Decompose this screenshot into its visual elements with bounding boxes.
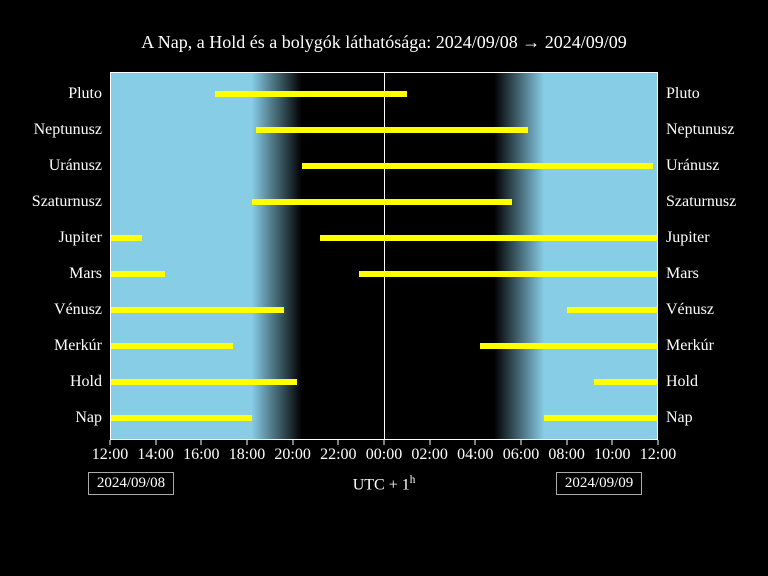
visibility-bar bbox=[110, 379, 297, 385]
body-label: Uránusz bbox=[49, 157, 102, 175]
x-tick-label: 18:00 bbox=[229, 446, 265, 464]
x-tick-label: 10:00 bbox=[594, 446, 630, 464]
x-tick-mark bbox=[475, 440, 476, 445]
x-tick-label: 12:00 bbox=[92, 446, 128, 464]
body-label: Vénusz bbox=[666, 301, 714, 319]
x-tick-label: 00:00 bbox=[366, 446, 402, 464]
plot-area: PlutoPlutoNeptunuszNeptunuszUránuszUránu… bbox=[110, 72, 658, 440]
visibility-bar bbox=[110, 235, 142, 241]
visibility-bar bbox=[302, 163, 654, 169]
body-label: Pluto bbox=[666, 85, 700, 103]
x-tick-label: 04:00 bbox=[457, 446, 493, 464]
visibility-bar bbox=[110, 415, 252, 421]
tz-sup: h bbox=[410, 474, 416, 486]
body-label: Hold bbox=[666, 373, 698, 391]
visibility-bar bbox=[594, 379, 658, 385]
body-label: Szaturnusz bbox=[666, 193, 736, 211]
x-tick-mark bbox=[566, 440, 567, 445]
x-tick-mark bbox=[429, 440, 430, 445]
body-label: Jupiter bbox=[666, 229, 710, 247]
visibility-bar bbox=[256, 127, 528, 133]
body-label: Mars bbox=[666, 265, 699, 283]
x-tick-mark bbox=[201, 440, 202, 445]
visibility-bar bbox=[110, 343, 233, 349]
timezone-label: UTC + 1h bbox=[0, 474, 768, 494]
x-tick-mark bbox=[521, 440, 522, 445]
x-tick-label: 08:00 bbox=[548, 446, 584, 464]
visibility-bar bbox=[110, 307, 284, 313]
visibility-bar bbox=[567, 307, 658, 313]
body-label: Uránusz bbox=[666, 157, 719, 175]
tz-text: UTC + 1 bbox=[353, 476, 410, 493]
visibility-bar bbox=[320, 235, 658, 241]
x-tick-mark bbox=[110, 440, 111, 445]
body-label: Mars bbox=[69, 265, 102, 283]
x-tick-mark bbox=[155, 440, 156, 445]
body-label: Nap bbox=[75, 409, 102, 427]
body-label: Pluto bbox=[68, 85, 102, 103]
body-label: Merkúr bbox=[54, 337, 102, 355]
visibility-bar bbox=[215, 91, 407, 97]
x-tick-mark bbox=[384, 440, 385, 445]
x-tick-label: 14:00 bbox=[137, 446, 173, 464]
x-tick-label: 22:00 bbox=[320, 446, 356, 464]
x-tick-mark bbox=[338, 440, 339, 445]
visibility-bar bbox=[480, 343, 658, 349]
body-label: Nap bbox=[666, 409, 693, 427]
x-tick-label: 12:00 bbox=[640, 446, 676, 464]
body-label: Neptunusz bbox=[34, 121, 102, 139]
x-tick-mark bbox=[658, 440, 659, 445]
x-tick-mark bbox=[292, 440, 293, 445]
body-label: Jupiter bbox=[58, 229, 102, 247]
chart-title: A Nap, a Hold és a bolygók láthatósága: … bbox=[0, 0, 768, 65]
x-tick-label: 02:00 bbox=[411, 446, 447, 464]
x-tick-label: 20:00 bbox=[274, 446, 310, 464]
visibility-bar bbox=[110, 271, 165, 277]
body-label: Hold bbox=[70, 373, 102, 391]
visibility-bar bbox=[252, 199, 512, 205]
visibility-bar bbox=[544, 415, 658, 421]
x-tick-mark bbox=[612, 440, 613, 445]
visibility-bar bbox=[359, 271, 658, 277]
body-label: Merkúr bbox=[666, 337, 714, 355]
body-label: Vénusz bbox=[54, 301, 102, 319]
x-tick-label: 06:00 bbox=[503, 446, 539, 464]
body-label: Szaturnusz bbox=[32, 193, 102, 211]
x-tick-label: 16:00 bbox=[183, 446, 219, 464]
body-label: Neptunusz bbox=[666, 121, 734, 139]
x-tick-mark bbox=[247, 440, 248, 445]
